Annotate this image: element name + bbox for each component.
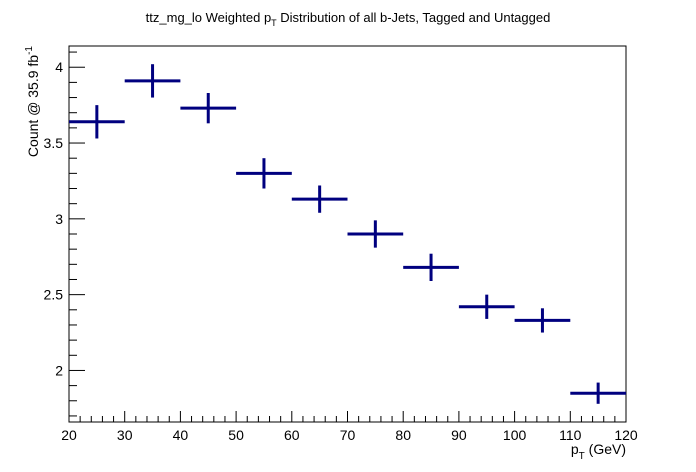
y-axis-label-superscript: -1 <box>24 46 35 55</box>
data-point <box>291 185 348 213</box>
data-point <box>514 308 571 333</box>
x-axis-label-rest: (GeV) <box>585 441 626 457</box>
x-tick-label: 120 <box>614 427 638 443</box>
x-axis-label: pT (GeV) <box>571 441 626 462</box>
x-tick-label: 100 <box>503 427 527 443</box>
x-tick-label: 60 <box>284 427 300 443</box>
y-tick-label: 2 <box>55 362 63 378</box>
x-tick-label: 40 <box>173 427 189 443</box>
data-points <box>69 64 626 404</box>
x-axis-label-main: p <box>571 441 579 457</box>
data-point <box>570 382 626 404</box>
x-tick-label: 50 <box>228 427 244 443</box>
x-tick-label: 80 <box>395 427 411 443</box>
data-point <box>236 158 292 189</box>
chart-title-subscript: T <box>271 18 277 28</box>
data-point <box>458 294 515 319</box>
x-tick-label: 70 <box>340 427 356 443</box>
data-point <box>69 105 125 139</box>
chart-title-rest: Distribution of all b-Jets, Tagged and U… <box>277 10 551 25</box>
y-axis-label: Count @ 35.9 fb-1 <box>24 46 41 158</box>
x-tick-label: 30 <box>117 427 133 443</box>
y-axis-ticks: 2 2.5 3 3.5 4 <box>44 51 85 417</box>
y-tick-label: 3.5 <box>44 135 64 151</box>
x-tick-label: 110 <box>559 427 582 443</box>
x-tick-label: 90 <box>451 427 467 443</box>
x-axis-label-subscript: T <box>579 451 585 462</box>
data-point <box>124 64 181 98</box>
chart-title-main: ttz_mg_lo Weighted p <box>146 10 272 25</box>
data-point <box>347 220 404 248</box>
y-tick-label: 3 <box>55 211 63 227</box>
data-point <box>180 93 237 124</box>
chart-title: ttz_mg_lo Weighted pT Distribution of al… <box>146 10 551 28</box>
y-axis-label-main: Count @ 35.9 fb <box>25 55 41 157</box>
x-tick-label: 20 <box>61 427 77 443</box>
y-tick-label: 4 <box>55 59 63 75</box>
x-axis-ticks: 20 30 40 50 60 70 80 90 100 110 120 <box>61 411 638 443</box>
y-tick-label: 2.5 <box>44 287 64 303</box>
data-point <box>403 253 459 281</box>
